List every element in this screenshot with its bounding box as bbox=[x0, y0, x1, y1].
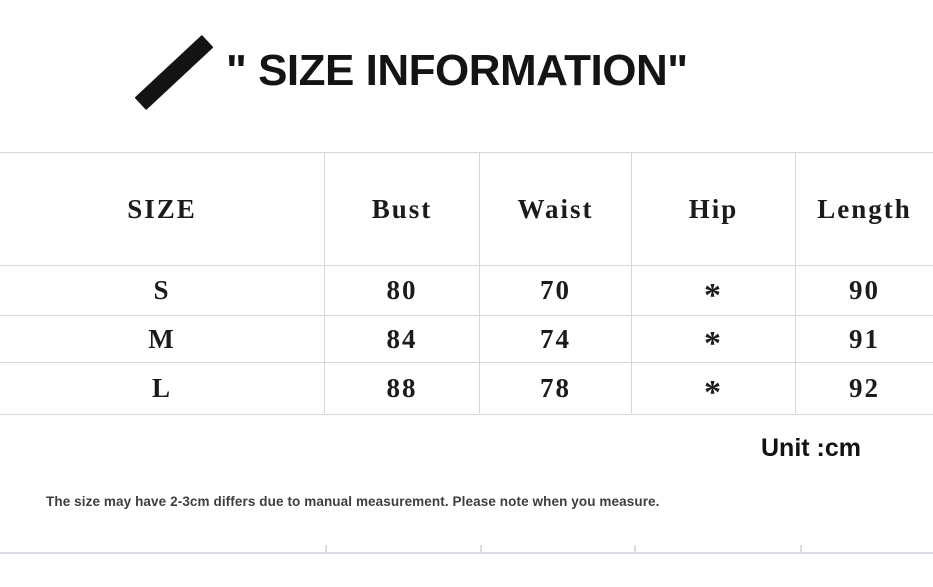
cell-m-bust: 84 bbox=[325, 316, 480, 363]
cell-s-waist: 70 bbox=[480, 266, 632, 316]
unit-label: Unit :cm bbox=[761, 434, 861, 462]
cell-l-size: L bbox=[0, 363, 325, 413]
column-header-size: SIZE bbox=[0, 153, 325, 266]
cell-l-bust: 88 bbox=[325, 363, 480, 413]
cell-s-size: S bbox=[0, 266, 325, 316]
cell-s-bust: 80 bbox=[325, 266, 480, 316]
column-header-length: Length bbox=[796, 153, 933, 266]
size-table: SIZE Bust Waist Hip Length S 80 70 * 90 … bbox=[0, 152, 933, 415]
cell-m-size: M bbox=[0, 316, 325, 363]
slash-icon bbox=[134, 34, 214, 111]
column-divider-tick bbox=[325, 545, 327, 554]
cell-m-waist: 74 bbox=[480, 316, 632, 363]
cell-l-waist: 78 bbox=[480, 363, 632, 413]
cell-l-length: 92 bbox=[849, 372, 880, 403]
page-title: " SIZE INFORMATION" bbox=[226, 46, 688, 95]
column-divider-tick bbox=[800, 545, 802, 554]
cell-s-length: 90 bbox=[796, 266, 933, 316]
cell-m-hip: * bbox=[632, 316, 796, 363]
cell-l-hip: * bbox=[632, 363, 796, 413]
cell-m-length: 91 bbox=[796, 316, 933, 363]
cell-s-hip: * bbox=[632, 266, 796, 316]
column-divider-tick bbox=[480, 545, 482, 554]
column-header-hip: Hip bbox=[632, 153, 796, 266]
measurement-note: The size may have 2-3cm differs due to m… bbox=[46, 494, 660, 509]
column-divider-tick bbox=[634, 545, 636, 554]
column-header-waist: Waist bbox=[480, 153, 632, 266]
column-header-bust: Bust bbox=[325, 153, 480, 266]
next-section-top-border bbox=[0, 552, 933, 554]
